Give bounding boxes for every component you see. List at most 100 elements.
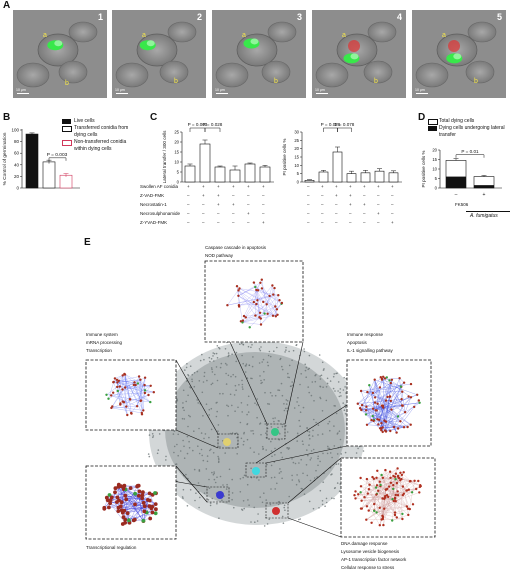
network-node bbox=[261, 381, 263, 384]
network-node bbox=[380, 429, 383, 432]
network-node bbox=[217, 455, 219, 458]
network-edge bbox=[360, 472, 401, 509]
network-node bbox=[210, 428, 213, 431]
right-terms: Immune response Apoptosis IL-1 signallin… bbox=[347, 331, 393, 355]
network-edge bbox=[361, 383, 412, 392]
network-node bbox=[248, 504, 250, 507]
network-edge bbox=[369, 385, 378, 420]
network-node bbox=[234, 384, 237, 387]
network-node bbox=[195, 492, 197, 495]
condition-sign-left: + bbox=[262, 184, 265, 189]
network-node bbox=[287, 448, 290, 450]
network-node bbox=[328, 420, 331, 423]
network-node bbox=[102, 506, 107, 511]
network-edge bbox=[261, 288, 278, 315]
network-edge bbox=[357, 378, 386, 404]
network-node bbox=[319, 489, 322, 492]
network-node bbox=[237, 406, 239, 409]
micrograph-3: 3 a b 10 μm bbox=[212, 10, 306, 98]
network-edge bbox=[144, 392, 154, 394]
network-node bbox=[237, 289, 240, 292]
y-tick-label: 80 bbox=[14, 139, 20, 144]
network-node bbox=[395, 516, 398, 519]
network-node bbox=[389, 481, 393, 484]
network-node bbox=[365, 505, 369, 508]
network-node bbox=[360, 499, 363, 502]
network-node bbox=[226, 304, 229, 307]
network-node bbox=[265, 432, 267, 435]
network-edge bbox=[355, 491, 385, 509]
network-node bbox=[413, 405, 416, 409]
network-node bbox=[259, 317, 262, 320]
network-node bbox=[381, 515, 385, 519]
y-tick-label: 40 bbox=[14, 162, 20, 167]
network-node bbox=[313, 418, 315, 421]
left-terms: Immune system mRNA processing Transcript… bbox=[86, 331, 122, 355]
condition-sign-right: – bbox=[391, 211, 394, 216]
connector-line bbox=[287, 457, 342, 504]
network-node bbox=[244, 371, 247, 373]
network-node bbox=[265, 499, 268, 501]
network-node bbox=[396, 415, 400, 418]
network-node bbox=[236, 436, 238, 439]
network-node bbox=[293, 407, 296, 409]
network-node bbox=[135, 405, 139, 408]
network-node bbox=[231, 492, 234, 494]
network-node bbox=[283, 403, 285, 405]
network-node bbox=[304, 363, 307, 366]
network-node bbox=[285, 403, 288, 405]
network-node bbox=[235, 285, 239, 288]
network-node bbox=[266, 361, 269, 364]
connector-line bbox=[175, 429, 219, 449]
network-edge bbox=[385, 379, 393, 422]
network-node bbox=[152, 436, 154, 439]
network-node bbox=[308, 391, 311, 394]
network-edge bbox=[367, 386, 402, 393]
network-node bbox=[115, 378, 119, 381]
network-node bbox=[278, 389, 281, 392]
network-node bbox=[239, 343, 241, 346]
network-node bbox=[205, 403, 208, 406]
network-node bbox=[231, 478, 233, 481]
network-node bbox=[216, 476, 218, 479]
network-edge bbox=[373, 478, 410, 510]
network-node bbox=[142, 509, 147, 514]
network-edge bbox=[393, 400, 419, 428]
network-node bbox=[360, 403, 364, 407]
cell-label-b: b bbox=[65, 80, 69, 87]
condition-sign-right: – bbox=[349, 220, 352, 225]
network-node bbox=[299, 518, 302, 520]
network-node bbox=[222, 392, 224, 395]
network-node bbox=[224, 362, 227, 365]
network-edge bbox=[261, 279, 268, 314]
network-node bbox=[298, 480, 301, 483]
network-node bbox=[210, 367, 213, 369]
network-node bbox=[232, 373, 234, 376]
network-node bbox=[384, 468, 387, 472]
network-node bbox=[407, 513, 410, 517]
network-node bbox=[209, 449, 211, 452]
network-node bbox=[389, 476, 392, 479]
network-node bbox=[226, 483, 228, 486]
term: DNA damage response bbox=[341, 541, 388, 546]
network-edge bbox=[366, 382, 405, 407]
network-node bbox=[239, 421, 242, 424]
network-node bbox=[110, 406, 113, 410]
network-node bbox=[256, 520, 259, 522]
network-node bbox=[333, 445, 336, 447]
subnetwork-graph bbox=[105, 372, 155, 417]
fk506-sign: + bbox=[483, 192, 486, 198]
condition-sign-right: – bbox=[321, 202, 324, 207]
network-node bbox=[306, 427, 308, 430]
network-node bbox=[153, 491, 157, 495]
network-node bbox=[263, 379, 266, 381]
network-node bbox=[193, 468, 196, 471]
network-node bbox=[239, 478, 242, 480]
term: mRNA processing bbox=[86, 340, 123, 345]
network-node bbox=[121, 400, 125, 403]
network-node bbox=[337, 381, 340, 383]
network-node bbox=[210, 407, 213, 410]
condition-sign-right: – bbox=[321, 220, 324, 225]
network-node bbox=[319, 378, 322, 380]
network-node bbox=[258, 479, 260, 481]
